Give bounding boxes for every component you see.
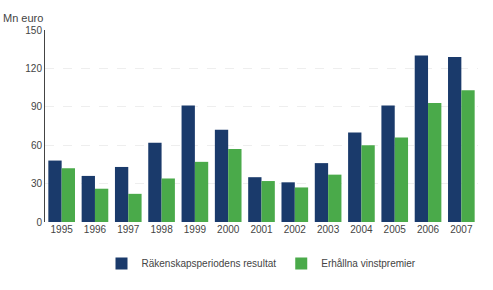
svg-text:2003: 2003 xyxy=(317,224,340,235)
svg-text:30: 30 xyxy=(31,178,43,189)
svg-text:1998: 1998 xyxy=(150,224,173,235)
svg-text:2004: 2004 xyxy=(350,224,373,235)
svg-text:120: 120 xyxy=(25,63,42,74)
svg-text:2007: 2007 xyxy=(450,224,473,235)
svg-text:2006: 2006 xyxy=(417,224,440,235)
svg-text:Mn euro: Mn euro xyxy=(3,12,43,24)
svg-text:1995: 1995 xyxy=(51,224,74,235)
svg-text:1999: 1999 xyxy=(184,224,207,235)
svg-text:2000: 2000 xyxy=(217,224,240,235)
svg-text:150: 150 xyxy=(25,25,42,36)
svg-text:90: 90 xyxy=(31,101,43,112)
svg-text:Räkenskapsperiodens resultat: Räkenskapsperiodens resultat xyxy=(142,258,277,269)
svg-text:0: 0 xyxy=(36,217,42,228)
svg-text:1996: 1996 xyxy=(84,224,107,235)
svg-text:1997: 1997 xyxy=(117,224,140,235)
svg-text:Erhållna vinstpremier: Erhållna vinstpremier xyxy=(321,258,416,269)
svg-text:60: 60 xyxy=(31,140,43,151)
svg-text:2002: 2002 xyxy=(284,224,307,235)
svg-text:2005: 2005 xyxy=(384,224,407,235)
svg-text:2001: 2001 xyxy=(250,224,273,235)
